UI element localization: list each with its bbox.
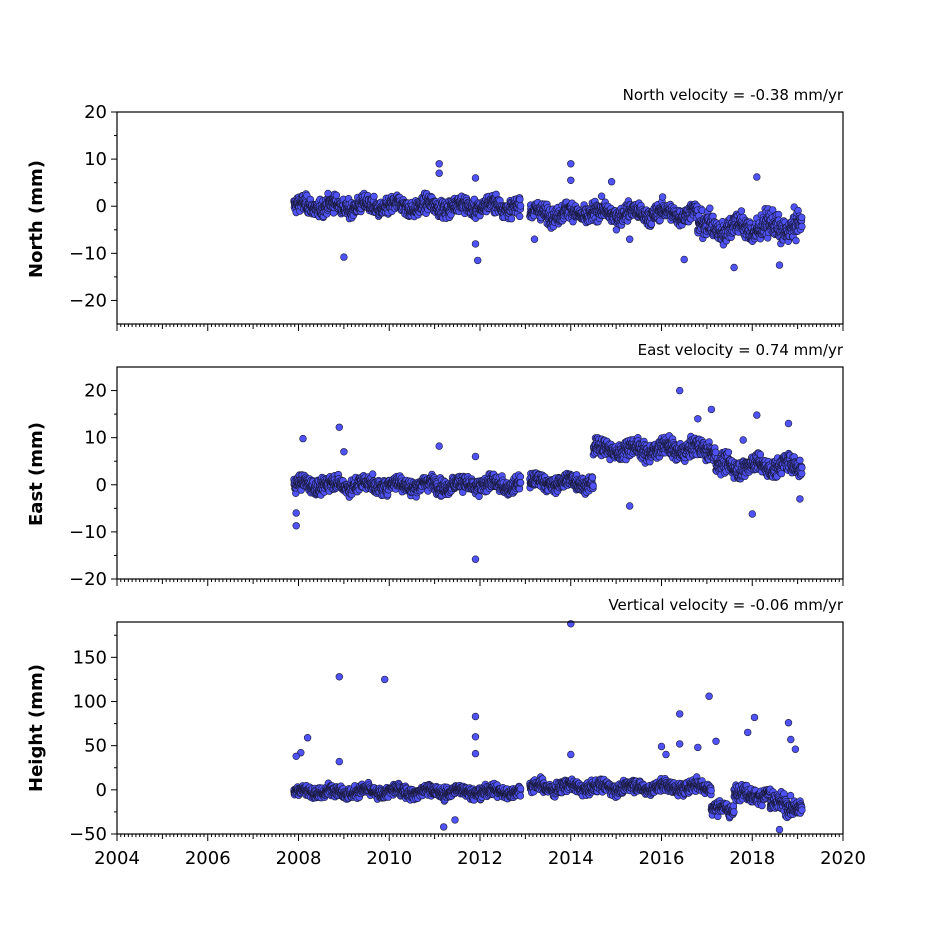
east-outlier-point [292,509,300,517]
height-y-axis-label: Height (mm) [26,664,47,792]
x-tick-label: 2006 [185,848,231,869]
east-outlier-point [435,442,443,450]
x-tick-label: 2010 [366,848,412,869]
north-y-tick-label: −10 [69,243,107,264]
east-outlier-point [739,436,747,444]
east-outlier-point [471,555,480,563]
east-outlier-point [796,495,804,503]
north-data-point [507,215,516,223]
east-y-tick-label: 20 [84,381,107,402]
east-data-point [588,473,597,482]
north-outlier-point [607,178,616,186]
east-outlier-point [753,411,761,419]
vertical-velocity-title: Vertical velocity = -0.06 mm/yr [608,596,843,614]
east-outlier-point [694,415,702,423]
east-data-point [798,463,806,472]
east-data-point [711,448,720,456]
north-velocity-title: North velocity = -0.38 mm/yr [623,86,844,104]
north-data-point [658,193,667,201]
panel-height: Vertical velocity = -0.06 mm/yr Height (… [26,596,866,869]
east-data-point [516,479,525,487]
east-outlier-point [299,434,307,443]
east-outlier-point [748,510,756,518]
east-data-point [796,456,804,464]
east-data-points [290,386,806,563]
north-y-tick-label: 0 [96,196,107,217]
north-outlier-point [530,235,539,243]
panel-east: East velocity = 0.74 mm/yr East (mm) −20… [26,341,844,590]
north-axis-ticks: −20 −10 0 10 20 [69,102,844,331]
north-outlier-point [567,176,575,185]
height-y-tick-label: 50 [84,736,107,757]
east-outlier-point [625,502,634,510]
east-y-tick-label: −10 [69,522,107,543]
north-outlier-point [340,253,348,261]
north-outlier-point [435,160,443,168]
east-data-point [475,492,483,501]
north-outlier-point [775,261,784,269]
panel-north: North velocity = -0.38 mm/yr North (mm) … [26,86,844,331]
north-outlier-point [471,174,480,182]
east-outlier-point [335,423,343,431]
north-data-points [290,160,806,272]
x-tick-label: 2012 [457,848,503,869]
east-y-tick-label: −20 [69,569,107,590]
north-data-point [797,213,806,222]
north-data-point [516,195,524,204]
east-y-axis-label: East (mm) [26,422,47,526]
height-y-tick-label: −50 [69,824,107,845]
east-data-point [369,470,377,478]
north-outlier-point [730,263,738,272]
north-outlier-point [625,235,634,243]
height-y-tick-label: 0 [96,780,107,801]
north-data-point [370,192,378,201]
north-outlier-point [680,255,688,264]
north-data-point [516,202,525,210]
north-outlier-point [753,173,761,181]
north-outlier-point [474,256,482,265]
north-outlier-point [471,240,480,248]
east-outlier-point [707,405,716,414]
height-y-tick-label: 150 [73,647,107,668]
north-data-point [737,207,746,215]
east-y-tick-label: 10 [84,428,107,449]
x-tick-label: 2004 [94,848,140,869]
north-data-point [798,222,806,231]
north-y-axis-label: North (mm) [26,160,47,278]
north-y-tick-label: 10 [84,149,107,170]
north-outlier-point [567,160,575,168]
height-y-tick-label: 100 [73,692,107,713]
north-data-point [515,212,524,221]
north-y-tick-label: 20 [84,102,107,123]
north-y-tick-label: −20 [69,290,107,311]
north-outlier-point [435,169,443,177]
east-y-tick-label: 0 [96,475,107,496]
east-outlier-point [675,386,684,395]
north-data-point [332,191,341,200]
east-outlier-point [784,419,793,428]
north-data-point [792,236,800,245]
east-velocity-title: East velocity = 0.74 mm/yr [638,341,844,359]
north-data-point [597,192,606,200]
east-outlier-point [292,522,300,530]
x-tick-label: 2008 [276,848,322,869]
east-data-point [724,448,733,456]
east-outlier-point [340,448,348,456]
east-outlier-point [471,452,480,461]
north-data-point [706,204,714,212]
east-data-point [589,482,597,490]
